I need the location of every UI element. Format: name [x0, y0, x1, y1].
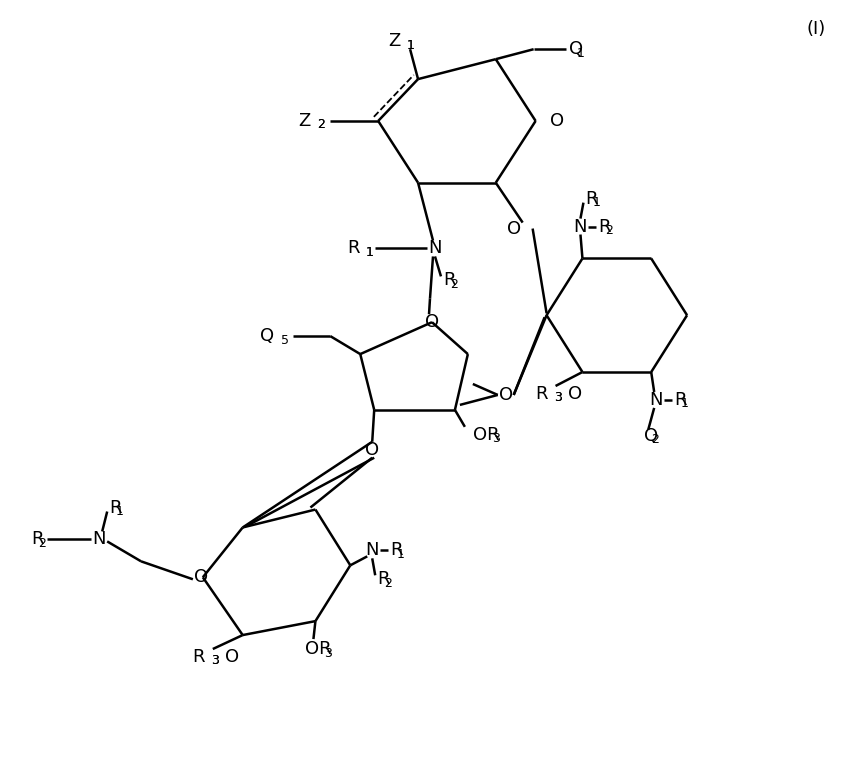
Text: R: R: [193, 648, 205, 666]
Text: O: O: [425, 314, 439, 331]
Text: R: R: [31, 530, 44, 549]
Text: 2: 2: [605, 224, 613, 237]
Text: 2: 2: [384, 577, 391, 590]
Text: 1: 1: [407, 39, 415, 52]
Text: Q: Q: [645, 427, 658, 444]
Text: R: R: [443, 272, 455, 289]
Text: OR: OR: [306, 640, 332, 658]
Text: Z: Z: [388, 32, 400, 50]
Text: R: R: [391, 541, 403, 559]
Text: 5: 5: [282, 333, 289, 347]
Text: 1: 1: [366, 246, 374, 259]
Text: 2: 2: [317, 119, 325, 132]
Text: 1: 1: [116, 505, 124, 518]
Text: R: R: [346, 240, 359, 257]
Text: R: R: [535, 385, 548, 403]
Text: Q: Q: [260, 327, 275, 345]
Text: 1: 1: [407, 39, 415, 52]
Text: Z: Z: [298, 112, 310, 130]
Text: 1: 1: [397, 548, 404, 561]
Text: 2: 2: [449, 278, 458, 291]
Text: 3: 3: [555, 391, 562, 404]
Text: N: N: [574, 218, 588, 236]
Text: R: R: [109, 498, 122, 517]
Text: 3: 3: [212, 654, 219, 667]
Text: 1: 1: [681, 397, 689, 410]
Text: N: N: [92, 530, 106, 549]
Text: 1: 1: [592, 196, 600, 209]
Text: 3: 3: [555, 391, 562, 404]
Text: OR: OR: [473, 426, 499, 444]
Text: 1: 1: [576, 46, 584, 59]
Text: N: N: [429, 240, 442, 257]
Text: 3: 3: [212, 654, 219, 667]
Text: O: O: [225, 648, 238, 666]
Text: Q: Q: [569, 40, 583, 58]
Text: 2: 2: [38, 537, 46, 550]
Text: O: O: [550, 112, 563, 130]
Text: (I): (I): [807, 21, 826, 38]
Text: 3: 3: [492, 432, 499, 445]
Text: O: O: [499, 386, 513, 404]
Text: R: R: [378, 570, 390, 588]
Text: 2: 2: [651, 433, 659, 446]
Text: O: O: [365, 441, 379, 459]
Text: 3: 3: [324, 647, 332, 660]
Text: R: R: [599, 218, 611, 236]
Text: O: O: [194, 568, 208, 586]
Text: 2: 2: [317, 119, 325, 132]
Text: O: O: [568, 385, 581, 403]
Text: N: N: [650, 391, 663, 409]
Text: N: N: [365, 541, 379, 559]
Text: O: O: [506, 220, 521, 237]
Text: R: R: [586, 189, 598, 208]
Text: 1: 1: [366, 246, 374, 259]
Text: R: R: [674, 391, 687, 409]
